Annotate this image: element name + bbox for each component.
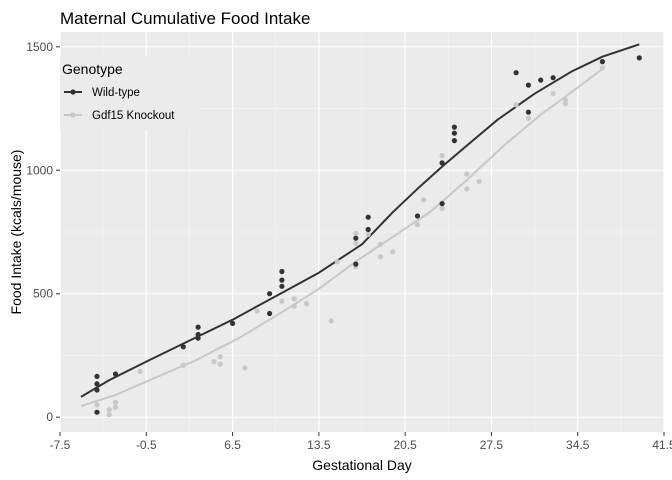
gdf15-knockout-point <box>112 399 119 405</box>
wild-type-point <box>353 261 359 267</box>
gdf15-knockout-point <box>217 361 223 367</box>
gdf15-knockout-point <box>303 301 310 307</box>
gdf15-knockout-point <box>562 97 569 103</box>
gdf15-knockout-point <box>390 249 396 255</box>
wild-type-legend-point <box>70 89 76 95</box>
wild-type-point <box>195 324 201 330</box>
gdf15-knockout-point <box>562 101 569 107</box>
wild-type-point <box>365 214 371 220</box>
gdf15-knockout-point <box>599 65 606 71</box>
gdf15-knockout-point <box>377 254 384 260</box>
y-tick-label: 0 <box>46 410 53 424</box>
wild-type-point <box>230 320 236 326</box>
y-tick-label: 500 <box>33 287 53 301</box>
wild-type-point <box>414 213 421 219</box>
wild-type-point <box>451 138 457 144</box>
wild-type-point <box>451 124 457 130</box>
gdf15-knockout-point <box>112 404 119 410</box>
gdf15-knockout-point <box>439 152 445 159</box>
legend-title: Genotype <box>62 61 123 77</box>
gdf15-knockout-point <box>211 359 217 365</box>
x-tick-label: 13.5 <box>307 438 331 452</box>
wild-type-point <box>267 291 273 297</box>
series-layer <box>80 43 642 418</box>
wild-type-point <box>550 75 556 81</box>
gdf15-knockout-point <box>353 240 359 246</box>
x-axis: -7.5 -0.5 6.5 13.5 20.5 27.5 34.5 41.5 <box>50 432 672 452</box>
gdf15-knockout-point <box>217 354 223 360</box>
x-axis-title: Gestational Day <box>312 457 412 473</box>
gdf15-knockout-point <box>525 115 532 121</box>
gdf15-knockout-point <box>353 230 359 236</box>
legend: Genotype Wild-type Gdf15 Knockout <box>60 56 200 130</box>
gdf15-knockout-point <box>106 407 112 413</box>
wild-type-point <box>439 160 445 166</box>
y-tick-label: 1500 <box>26 40 53 54</box>
wild-type-point <box>636 55 642 61</box>
wild-type-point <box>94 387 100 393</box>
wild-type-point <box>279 277 285 283</box>
gdf15-knockout-point <box>279 298 285 304</box>
x-tick-label: 20.5 <box>393 438 417 452</box>
gdf15-knockout-legend-point <box>70 112 76 118</box>
gdf15-knockout-point <box>414 222 421 228</box>
x-tick-label: 27.5 <box>480 438 504 452</box>
wild-type-legend-label: Wild-type <box>92 87 140 99</box>
wild-type-point <box>279 268 285 275</box>
wild-type-point <box>94 373 100 379</box>
gdf15-knockout-point <box>365 231 371 238</box>
wild-type-point <box>279 283 285 289</box>
gdf15-knockout-point <box>334 259 340 265</box>
gdf15-knockout-point <box>291 303 297 309</box>
y-axis-title: Food Intake (kcals/mouse) <box>8 150 24 315</box>
gdf15-knockout-point <box>180 362 186 368</box>
y-tick-label: 1000 <box>26 163 53 177</box>
legend-background <box>60 56 200 130</box>
gdf15-knockout-point <box>439 205 445 212</box>
wild-type-point <box>94 409 100 415</box>
wild-type-point <box>94 381 100 387</box>
gdf15-knockout-point <box>476 178 482 184</box>
x-tick-label: 6.5 <box>224 438 241 452</box>
gdf15-knockout-point <box>137 368 143 375</box>
wild-type-point <box>599 59 606 65</box>
gdf15-knockout-point <box>464 171 470 177</box>
wild-type-smooth-line <box>80 43 640 398</box>
wild-type-point <box>439 201 445 207</box>
gdf15-knockout-point <box>254 308 260 314</box>
wild-type-point <box>195 331 201 338</box>
wild-type-point <box>195 335 201 341</box>
chart-title: Maternal Cumulative Food Intake <box>60 9 310 28</box>
x-tick-label: -7.5 <box>50 438 71 452</box>
gdf15-knockout-point <box>513 102 519 108</box>
x-tick-label: -0.5 <box>136 438 157 452</box>
wild-type-point <box>538 77 544 83</box>
x-tick-label: 34.5 <box>566 438 590 452</box>
wild-type-point <box>365 226 371 233</box>
wild-type-point <box>112 371 119 377</box>
gdf15-knockout-point <box>106 412 112 418</box>
gdf15-knockout-legend-label: Gdf15 Knockout <box>92 110 175 122</box>
gdf15-knockout-point <box>464 186 470 192</box>
y-axis: 0 500 1000 1500 <box>26 40 60 424</box>
gdf15-knockout-point <box>550 91 556 97</box>
gdf15-knockout-point <box>94 402 100 408</box>
wild-type-point <box>525 109 532 115</box>
wild-type-point <box>525 82 532 88</box>
wild-type-point <box>267 310 273 317</box>
gdf15-knockout-point <box>377 241 384 247</box>
wild-type-point <box>513 70 519 76</box>
wild-type-point <box>180 344 186 350</box>
gdf15-knockout-point <box>242 365 248 371</box>
wild-type-point <box>353 235 359 241</box>
gdf15-knockout-point <box>421 197 427 203</box>
gdf15-knockout-point <box>291 296 297 302</box>
gdf15-knockout-point <box>328 318 334 324</box>
legend-items: Wild-type Gdf15 Knockout <box>64 87 175 122</box>
wild-type-point <box>451 130 457 136</box>
major-gridlines <box>59 32 665 432</box>
x-tick-label: 41.5 <box>652 438 672 452</box>
